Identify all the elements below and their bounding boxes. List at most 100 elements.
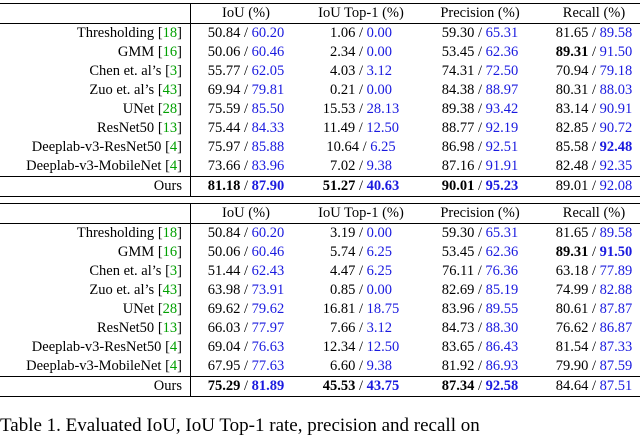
value-all: 53.45 <box>441 244 475 260</box>
citation-link[interactable]: 13 <box>162 120 178 136</box>
method-name: UNet <box>122 301 155 317</box>
citation-link[interactable]: 43 <box>162 82 178 98</box>
value-all: 63.18 <box>555 263 589 279</box>
value-top: 9.38 <box>366 358 393 374</box>
value-all: 75.44 <box>207 120 241 136</box>
recall-cell: 70.94 / 79.18 <box>555 63 633 79</box>
value-top: 88.03 <box>599 82 633 98</box>
value-top: 91.50 <box>599 44 633 60</box>
value-all: 81.65 <box>555 25 589 41</box>
method-name: Thresholding <box>76 25 155 41</box>
precision-cell: 84.73 / 88.30 <box>441 320 519 336</box>
iou-cell: 81.18 / 87.90 <box>190 176 301 197</box>
method-cell: Thresholding [18] <box>76 225 182 241</box>
citation-link[interactable]: 3 <box>169 263 178 279</box>
value-all: 84.73 <box>441 320 475 336</box>
recall-cell: 80.31 / 88.03 <box>555 82 633 98</box>
value-all: 53.45 <box>441 44 475 60</box>
method-cell: Zuo et. al’s [43] <box>89 82 182 98</box>
citation-link[interactable]: 16 <box>162 244 178 260</box>
value-top: 85.19 <box>485 282 519 298</box>
value-all: 79.90 <box>555 358 589 374</box>
citation-link[interactable]: 3 <box>169 63 178 79</box>
table-caption: Table 1. Evaluated IoU, IoU Top-1 rate, … <box>0 415 480 436</box>
value-top: 88.97 <box>485 82 519 98</box>
header-cell <box>0 3 191 24</box>
recall-cell: 82.85 / 90.72 <box>555 120 633 136</box>
value-all: 4.47 <box>329 263 356 279</box>
value-all: 3.19 <box>329 225 356 241</box>
precision-cell: 86.98 / 92.51 <box>441 139 519 155</box>
value-top: 79.62 <box>251 301 285 317</box>
iou-cell: 69.04 / 76.63 <box>190 338 301 357</box>
table-row: Ours 81.18 / 87.90 51.27 / 40.63 90.01 / 95… <box>0 176 640 197</box>
iou-top1-cell: 0.21 / 0.00 <box>329 82 393 98</box>
value-all: 7.66 <box>329 320 356 336</box>
value-all: 50.84 <box>207 25 241 41</box>
iou-top1-cell: 51.27 / 40.63 <box>301 176 421 197</box>
citation-link[interactable]: 4 <box>169 158 178 174</box>
value-all: 12.34 <box>322 339 356 355</box>
citation-link[interactable]: 4 <box>169 339 178 355</box>
method-name: Deeplab-v3-ResNet50 <box>31 139 162 155</box>
precision-cell: 53.45 / 62.36 <box>441 44 519 60</box>
table-row: ResNet50 [13] 66.03 / 77.97 7.66 / 3.12 84.… <box>0 319 640 338</box>
value-top: 3.12 <box>366 320 393 336</box>
value-top: 6.25 <box>370 139 396 155</box>
recall-cell: 82.48 / 92.35 <box>555 158 633 174</box>
precision-cell: 83.96 / 89.55 <box>441 301 519 317</box>
citation-link[interactable]: 28 <box>162 101 178 117</box>
citation-link[interactable]: 13 <box>162 320 178 336</box>
method-name: Deeplab-v3-MobileNet <box>26 358 162 374</box>
method-name: GMM <box>117 44 155 60</box>
value-top: 6.25 <box>366 244 393 260</box>
iou-top1-cell: 6.60 / 9.38 <box>329 358 393 374</box>
value-top: 43.75 <box>366 378 400 394</box>
table-row: ResNet50 [13] 75.44 / 84.33 11.49 / 12.50 8… <box>0 119 640 138</box>
table-row: Deeplab-v3-ResNet50 [4] 75.97 / 85.88 10.6… <box>0 138 640 157</box>
citation-link[interactable]: 28 <box>162 301 178 317</box>
value-top: 86.43 <box>485 339 519 355</box>
iou-top1-cell: 10.64 / 6.25 <box>326 139 396 155</box>
value-top: 0.00 <box>366 225 393 241</box>
citation-link[interactable]: 16 <box>162 44 178 60</box>
value-all: 82.69 <box>441 282 475 298</box>
header-cell: Precision (%) <box>421 3 539 24</box>
value-top: 60.46 <box>251 44 285 60</box>
iou-cell: 66.03 / 77.97 <box>190 319 301 338</box>
citation-link[interactable]: 18 <box>162 225 178 241</box>
citation-link[interactable]: 43 <box>162 282 178 298</box>
value-all: 81.18 <box>207 178 241 194</box>
value-top: 62.05 <box>251 63 285 79</box>
results-table-2: IoU (%) IoU Top-1 (%) Precision (%) Recall … <box>0 203 640 397</box>
value-all: 84.38 <box>441 82 475 98</box>
header-cell <box>0 203 191 224</box>
value-top: 90.91 <box>599 101 633 117</box>
value-all: 89.31 <box>555 44 589 60</box>
value-top: 92.35 <box>599 158 633 174</box>
precision-cell: 90.01 / 95.23 <box>421 176 539 197</box>
recall-cell: 63.18 / 77.89 <box>555 263 633 279</box>
value-top: 87.87 <box>599 301 633 317</box>
value-all: 75.59 <box>207 101 241 117</box>
value-top: 82.88 <box>599 282 633 298</box>
value-top: 72.50 <box>485 63 519 79</box>
table-row: GMM [16] 50.06 / 60.46 2.34 / 0.00 53.45 / … <box>0 43 640 62</box>
value-top: 92.19 <box>485 120 519 136</box>
value-all: 80.31 <box>555 82 589 98</box>
value-all: 89.01 <box>555 178 589 194</box>
method-cell: Deeplab-v3-MobileNet [4] <box>26 158 182 174</box>
precision-cell: 82.69 / 85.19 <box>441 282 519 298</box>
citation-link[interactable]: 4 <box>169 139 178 155</box>
value-top: 93.42 <box>485 101 519 117</box>
value-all: 50.06 <box>207 44 241 60</box>
citation-link[interactable]: 18 <box>162 25 178 41</box>
value-all: 76.62 <box>555 320 589 336</box>
citation-link[interactable]: 4 <box>169 358 178 374</box>
table-row: Deeplab-v3-ResNet50 [4] 69.04 / 76.63 12.3… <box>0 338 640 357</box>
table-row: UNet [28] 75.59 / 85.50 15.53 / 28.13 89.38… <box>0 100 640 119</box>
header-cell: IoU Top-1 (%) <box>301 203 421 224</box>
value-all: 75.97 <box>207 139 241 155</box>
value-all: 50.06 <box>207 244 241 260</box>
iou-cell: 75.59 / 85.50 <box>190 100 301 119</box>
